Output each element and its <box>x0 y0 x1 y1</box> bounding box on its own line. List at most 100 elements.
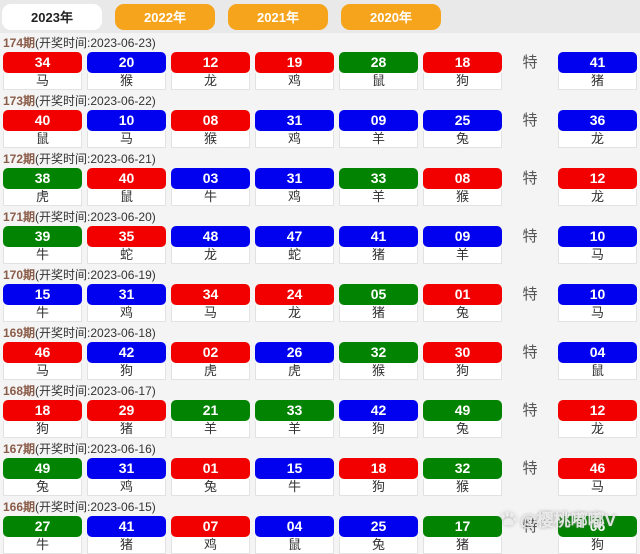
number-ball: 32 <box>339 342 418 363</box>
number-column-special: 10 马 <box>558 284 637 322</box>
number-column: 15 牛 <box>255 458 334 496</box>
number-ball: 42 <box>339 400 418 421</box>
row-header: 172期(开奖时间:2023-06-21) <box>0 152 640 168</box>
number-ball: 15 <box>255 458 334 479</box>
number-ball: 34 <box>3 52 82 73</box>
row-grid: 27 牛 41 猪 07 鸡 04 鼠 25 兔 17 猪特 06 狗 <box>0 516 640 554</box>
draw-time-label: (开奖时间:2023-06-23) <box>35 36 156 50</box>
number-ball: 07 <box>171 516 250 537</box>
number-ball: 09 <box>423 226 502 247</box>
row-grid: 39 牛 35 蛇 48 龙 47 蛇 41 猪 09 羊特 10 马 <box>0 226 640 264</box>
tab-year-2022[interactable]: 2022年 <box>115 3 215 30</box>
number-column: 42 狗 <box>87 342 166 380</box>
row-header: 174期(开奖时间:2023-06-23) <box>0 36 640 52</box>
zodiac-label: 狗 <box>3 421 82 438</box>
result-row: 170期(开奖时间:2023-06-19) 15 牛 31 鸡 34 马 24 龙 05 猪 01 兔特… <box>0 268 640 322</box>
zodiac-label: 猪 <box>339 305 418 322</box>
number-ball: 12 <box>171 52 250 73</box>
draw-time-label: (开奖时间:2023-06-17) <box>35 384 156 398</box>
number-ball: 49 <box>423 400 502 421</box>
zodiac-label: 牛 <box>3 537 82 554</box>
number-ball: 25 <box>423 110 502 131</box>
number-column: 03 牛 <box>171 168 250 206</box>
zodiac-label: 鼠 <box>255 537 334 554</box>
zodiac-label: 狗 <box>339 421 418 438</box>
draw-time-label: (开奖时间:2023-06-21) <box>35 152 156 166</box>
number-ball-special: 36 <box>558 110 637 131</box>
period-label: 166期 <box>3 500 36 514</box>
number-column: 21 羊 <box>171 400 250 438</box>
period-label: 171期 <box>3 210 36 224</box>
zodiac-label: 狗 <box>423 363 502 380</box>
zodiac-label: 虎 <box>3 189 82 206</box>
number-column: 18 狗 <box>3 400 82 438</box>
special-label: 特 <box>522 402 538 419</box>
number-column: 31 鸡 <box>255 110 334 148</box>
row-grid: 15 牛 31 鸡 34 马 24 龙 05 猪 01 兔特 10 马 <box>0 284 640 322</box>
zodiac-label: 蛇 <box>255 247 334 264</box>
result-row: 173期(开奖时间:2023-06-22) 40 鼠 10 马 08 猴 31 鸡 09 羊 25 兔特… <box>0 94 640 148</box>
zodiac-label: 鸡 <box>255 131 334 148</box>
row-grid: 46 马 42 狗 02 虎 26 虎 32 猴 30 狗特 04 鼠 <box>0 342 640 380</box>
number-ball-special: 46 <box>558 458 637 479</box>
special-label: 特 <box>522 344 538 361</box>
zodiac-label: 虎 <box>171 363 250 380</box>
number-ball: 35 <box>87 226 166 247</box>
number-ball: 30 <box>423 342 502 363</box>
number-column-special: 10 马 <box>558 226 637 264</box>
number-ball: 46 <box>3 342 82 363</box>
special-label: 特 <box>522 286 538 303</box>
number-column: 49 兔 <box>423 400 502 438</box>
number-column: 18 狗 <box>423 52 502 90</box>
number-column: 39 牛 <box>3 226 82 264</box>
zodiac-label-special: 猪 <box>558 73 637 90</box>
tab-year-2023[interactable]: 2023年 <box>2 3 102 30</box>
number-ball: 40 <box>87 168 166 189</box>
draw-time-label: (开奖时间:2023-06-22) <box>35 94 156 108</box>
row-header: 171期(开奖时间:2023-06-20) <box>0 210 640 226</box>
result-row: 172期(开奖时间:2023-06-21) 38 虎 40 鼠 03 牛 31 鸡 33 羊 08 猴特… <box>0 152 640 206</box>
number-ball: 01 <box>423 284 502 305</box>
number-column: 19 鸡 <box>255 52 334 90</box>
zodiac-label: 鸡 <box>171 537 250 554</box>
zodiac-label: 猪 <box>87 537 166 554</box>
number-ball: 31 <box>87 284 166 305</box>
special-label: 特 <box>522 54 538 71</box>
number-column: 12 龙 <box>171 52 250 90</box>
zodiac-label: 牛 <box>3 305 82 322</box>
row-grid: 18 狗 29 猪 21 羊 33 羊 42 狗 49 兔特 12 龙 <box>0 400 640 438</box>
zodiac-label: 鸡 <box>87 305 166 322</box>
zodiac-label: 马 <box>171 305 250 322</box>
zodiac-label: 马 <box>87 131 166 148</box>
zodiac-label: 兔 <box>423 421 502 438</box>
number-column: 31 鸡 <box>255 168 334 206</box>
number-ball: 15 <box>3 284 82 305</box>
zodiac-label-special: 马 <box>558 247 637 264</box>
draw-time-label: (开奖时间:2023-06-15) <box>35 500 156 514</box>
row-header: 170期(开奖时间:2023-06-19) <box>0 268 640 284</box>
row-grid: 38 虎 40 鼠 03 牛 31 鸡 33 羊 08 猴特 12 龙 <box>0 168 640 206</box>
special-label: 特 <box>522 170 538 187</box>
number-column: 31 鸡 <box>87 458 166 496</box>
tab-year-2020[interactable]: 2020年 <box>341 3 441 30</box>
number-column: 33 羊 <box>255 400 334 438</box>
number-ball: 47 <box>255 226 334 247</box>
number-column: 29 猪 <box>87 400 166 438</box>
number-ball: 01 <box>171 458 250 479</box>
year-tabbar: 2023年 2022年 2021年 2020年 <box>0 0 640 33</box>
number-column: 05 猪 <box>339 284 418 322</box>
number-ball: 26 <box>255 342 334 363</box>
zodiac-label: 羊 <box>339 131 418 148</box>
zodiac-label-special: 马 <box>558 479 637 496</box>
number-ball: 39 <box>3 226 82 247</box>
zodiac-label: 猪 <box>87 421 166 438</box>
tab-year-2021[interactable]: 2021年 <box>228 3 328 30</box>
result-row: 166期(开奖时间:2023-06-15) 27 牛 41 猪 07 鸡 04 鼠 25 兔 17 猪特… <box>0 500 640 554</box>
number-column: 40 鼠 <box>87 168 166 206</box>
number-column: 34 马 <box>3 52 82 90</box>
zodiac-label: 牛 <box>171 189 250 206</box>
number-column-special: 06 狗 <box>558 516 637 554</box>
results-list: 174期(开奖时间:2023-06-23) 34 马 20 猴 12 龙 19 鸡 28 鼠 18 狗特… <box>0 33 640 554</box>
period-label: 167期 <box>3 442 36 456</box>
number-column: 02 虎 <box>171 342 250 380</box>
